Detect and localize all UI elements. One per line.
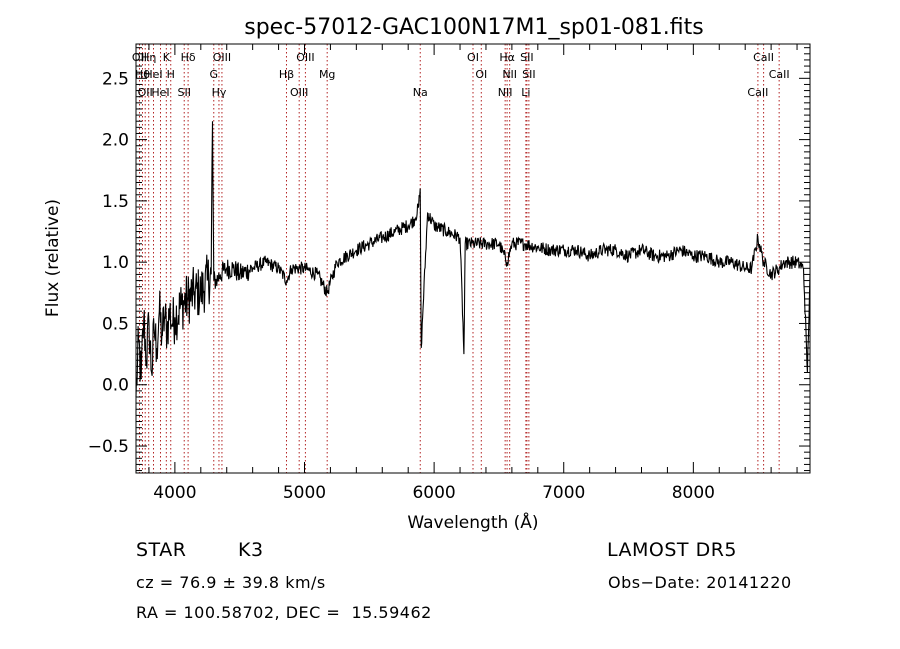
plot-frame — [135, 43, 811, 474]
x-tick-label: 5000 — [283, 483, 326, 503]
y-tick-label: 2.5 — [102, 69, 129, 89]
line-marker-label: Hγ — [212, 86, 227, 99]
line-marker-label: Hθ — [135, 68, 150, 81]
survey-name: LAMOST DR5 — [607, 539, 737, 561]
y-tick-label: 2.0 — [102, 131, 129, 151]
line-marker-label: Mg — [319, 68, 335, 81]
object-class: STAR — [136, 539, 187, 561]
line-marker-label: HeI — [151, 86, 169, 99]
x-tick-label: 8000 — [672, 483, 715, 503]
line-marker-label: Hη — [141, 51, 156, 64]
line-marker-label-layer: OIIHθOIIHηHeIHeIKHSIIHδGHγOIIIHβOIIIOIII… — [132, 51, 790, 99]
line-marker-label: CaII — [747, 86, 768, 99]
y-tick-label: 0.5 — [102, 314, 129, 334]
coordinates: RA = 100.58702, DEC = 15.59462 — [136, 603, 432, 622]
y-tick-label: 1.5 — [102, 192, 129, 212]
line-marker-label: Hβ — [279, 68, 294, 81]
line-marker-label: Li — [521, 86, 530, 99]
y-tick-label: 0.0 — [102, 376, 129, 396]
line-marker-label: NII — [498, 86, 513, 99]
y-axis-label: Flux (relative) — [43, 199, 63, 317]
redshift-value: cz = 76.9 ± 39.8 km/s — [136, 573, 326, 592]
line-marker-label: HeI — [144, 68, 162, 81]
object-subclass: K3 — [238, 539, 264, 561]
x-tick-label: 4000 — [153, 483, 196, 503]
x-tick-label: 6000 — [412, 483, 455, 503]
line-marker-label: OII — [138, 86, 153, 99]
line-marker-label: SII — [522, 68, 535, 81]
line-marker-label: SII — [177, 86, 190, 99]
line-marker-label: Hα — [499, 51, 515, 64]
axis-ticks: 4000 5000 6000 7000 8000 −0.5 0.0 0.5 1.0 1.5 2.0 2… — [88, 44, 810, 503]
spectrum-line — [135, 121, 811, 398]
line-marker-layer — [138, 44, 780, 473]
x-tick-label: 7000 — [542, 483, 585, 503]
line-marker-label: Hδ — [181, 51, 196, 64]
x-axis-label: Wavelength (Å) — [407, 511, 538, 533]
line-marker-label: K — [163, 51, 171, 64]
line-marker-label: OI — [467, 51, 479, 64]
line-marker-label: SII — [520, 51, 533, 64]
y-tick-label: −0.5 — [88, 437, 129, 457]
line-marker-label: OIII — [213, 51, 231, 64]
y-tick-label: 1.0 — [102, 253, 129, 273]
chart-title: spec-57012-GAC100N17M1_sp01-081.fits — [244, 15, 704, 40]
line-marker-label: OI — [475, 68, 487, 81]
line-marker-label: G — [210, 68, 219, 81]
line-marker-label: OIII — [290, 86, 308, 99]
line-marker-label: CaII — [769, 68, 790, 81]
observation-date: Obs−Date: 20141220 — [608, 573, 792, 592]
line-marker-label: OIII — [296, 51, 314, 64]
line-marker-label: Na — [413, 86, 428, 99]
line-marker-label: H — [167, 68, 175, 81]
line-marker-label: NII — [502, 68, 517, 81]
line-marker-label: CaII — [753, 51, 774, 64]
